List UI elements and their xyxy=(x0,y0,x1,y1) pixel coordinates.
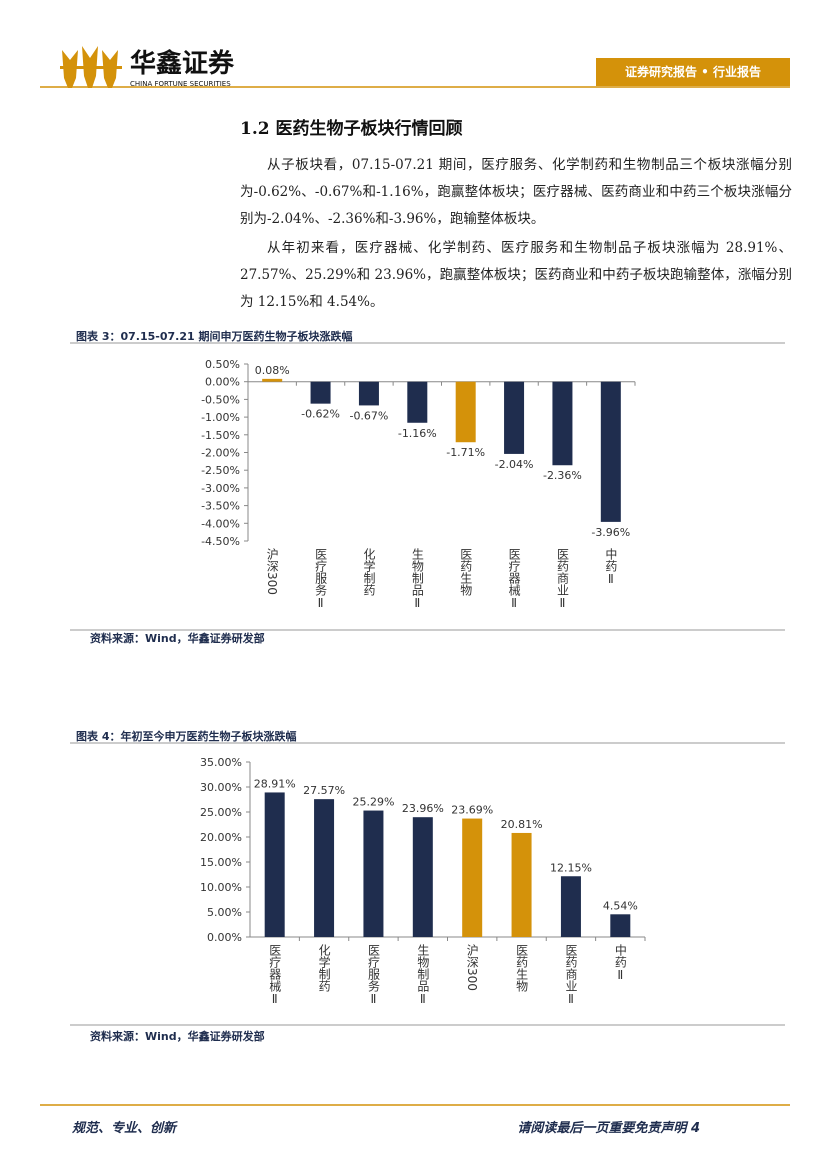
bar xyxy=(412,817,433,937)
value-label: 25.29% xyxy=(352,796,394,809)
y-tick-label: -0.50% xyxy=(201,393,240,406)
bar xyxy=(600,381,621,522)
value-label: 0.08% xyxy=(255,364,290,377)
brand-en: CHINA FORTUNE SECURITIES xyxy=(130,80,231,88)
bar xyxy=(310,381,331,404)
section-title: 1.2 医药生物子板块行情回顾 xyxy=(240,119,463,139)
x-tick-label: 医药商业Ⅱ xyxy=(555,548,569,610)
y-tick-label: -2.00% xyxy=(201,447,240,460)
x-tick-label: 沪深300 xyxy=(265,548,279,595)
y-tick-label: -1.00% xyxy=(201,411,240,424)
bar xyxy=(504,381,525,454)
bar xyxy=(511,832,532,937)
tag: 证券研究报告 • 行业报告 xyxy=(625,64,761,79)
x-tick-label: 中药Ⅱ xyxy=(604,547,618,586)
value-label: -1.71% xyxy=(446,446,485,459)
x-tick-label: 医疗器械Ⅱ xyxy=(268,944,282,1006)
value-label: -0.67% xyxy=(349,409,388,422)
value-label: 4.54% xyxy=(603,899,638,912)
x-tick-label: 生物制品Ⅱ xyxy=(416,944,430,1006)
bar xyxy=(552,381,573,466)
x-tick-label: 化学制药 xyxy=(317,944,331,992)
chart-source: 资料来源：Wind，华鑫证券研发部 xyxy=(90,631,265,645)
tag-box xyxy=(596,58,790,86)
x-tick-label: 医疗服务Ⅱ xyxy=(314,548,328,610)
y-tick-label: -3.50% xyxy=(201,500,240,513)
bar xyxy=(363,810,384,937)
y-tick-label: -4.50% xyxy=(201,535,240,548)
y-tick-label: -2.50% xyxy=(201,464,240,477)
x-tick-label: 沪深300 xyxy=(465,944,479,991)
chart-title: 图表 4：年初至今申万医药生物子板块涨跌幅 xyxy=(76,729,296,743)
y-tick-label: 0.00% xyxy=(207,931,242,944)
value-label: -1.16% xyxy=(398,427,437,440)
bar xyxy=(407,381,428,423)
x-tick-label: 医疗器械Ⅱ xyxy=(507,548,521,610)
x-tick-label: 化学制药 xyxy=(362,548,376,596)
x-tick-label: 医药生物 xyxy=(459,548,473,596)
value-label: -0.62% xyxy=(301,408,340,421)
y-tick-label: 30.00% xyxy=(200,781,242,794)
bar xyxy=(560,876,581,937)
bar xyxy=(264,792,285,937)
x-tick-label: 生物制品Ⅱ xyxy=(410,548,424,610)
value-label: -2.04% xyxy=(495,458,534,471)
y-tick-label: 5.00% xyxy=(207,906,242,919)
y-tick-label: 15.00% xyxy=(200,856,242,869)
bar xyxy=(262,378,283,382)
value-label: 20.81% xyxy=(501,818,543,831)
paragraph: 从年初来看，医疗器械、化学制药、医疗服务和生物制品子板块涨幅为 28.91%、2… xyxy=(240,240,792,310)
y-tick-label: 35.00% xyxy=(200,756,242,769)
value-label: 23.69% xyxy=(451,804,493,817)
paragraph: 从子板块看，07.15-07.21 期间，医疗服务、化学制药和生物制品三个板块涨… xyxy=(240,157,792,227)
bar xyxy=(358,381,379,406)
value-label: 27.57% xyxy=(303,784,345,797)
bar xyxy=(462,818,483,937)
y-tick-label: 0.00% xyxy=(205,376,240,389)
y-tick-label: -3.00% xyxy=(201,482,240,495)
bar xyxy=(314,799,335,937)
value-label: -3.96% xyxy=(591,526,630,539)
bar xyxy=(610,914,631,937)
y-tick-label: -4.00% xyxy=(201,517,240,530)
brand: 华鑫证券 xyxy=(130,48,235,79)
chart-title: 图表 3：07.15-07.21 期间申万医药生物子板块涨跌幅 xyxy=(76,329,352,343)
y-tick-label: -1.50% xyxy=(201,429,240,442)
bar xyxy=(455,381,476,443)
footer-left: 规范、专业、创新 xyxy=(71,1120,178,1136)
y-tick-label: 20.00% xyxy=(200,831,242,844)
x-tick-label: 医药生物 xyxy=(515,944,529,992)
chart-source: 资料来源：Wind，华鑫证券研发部 xyxy=(90,1029,265,1043)
x-tick-label: 医药商业Ⅱ xyxy=(564,944,578,1006)
value-label: 12.15% xyxy=(550,861,592,874)
value-label: 28.91% xyxy=(254,777,296,790)
x-tick-label: 中药Ⅱ xyxy=(613,943,627,982)
y-tick-label: 25.00% xyxy=(200,806,242,819)
footer-right: 请阅读最后一页重要免责声明 4 xyxy=(517,1120,700,1136)
value-label: 23.96% xyxy=(402,802,444,815)
x-tick-label: 医疗服务Ⅱ xyxy=(366,944,380,1006)
y-tick-label: 0.50% xyxy=(205,358,240,371)
y-tick-label: 10.00% xyxy=(200,881,242,894)
value-label: -2.36% xyxy=(543,469,582,482)
logo-icon xyxy=(60,46,122,88)
